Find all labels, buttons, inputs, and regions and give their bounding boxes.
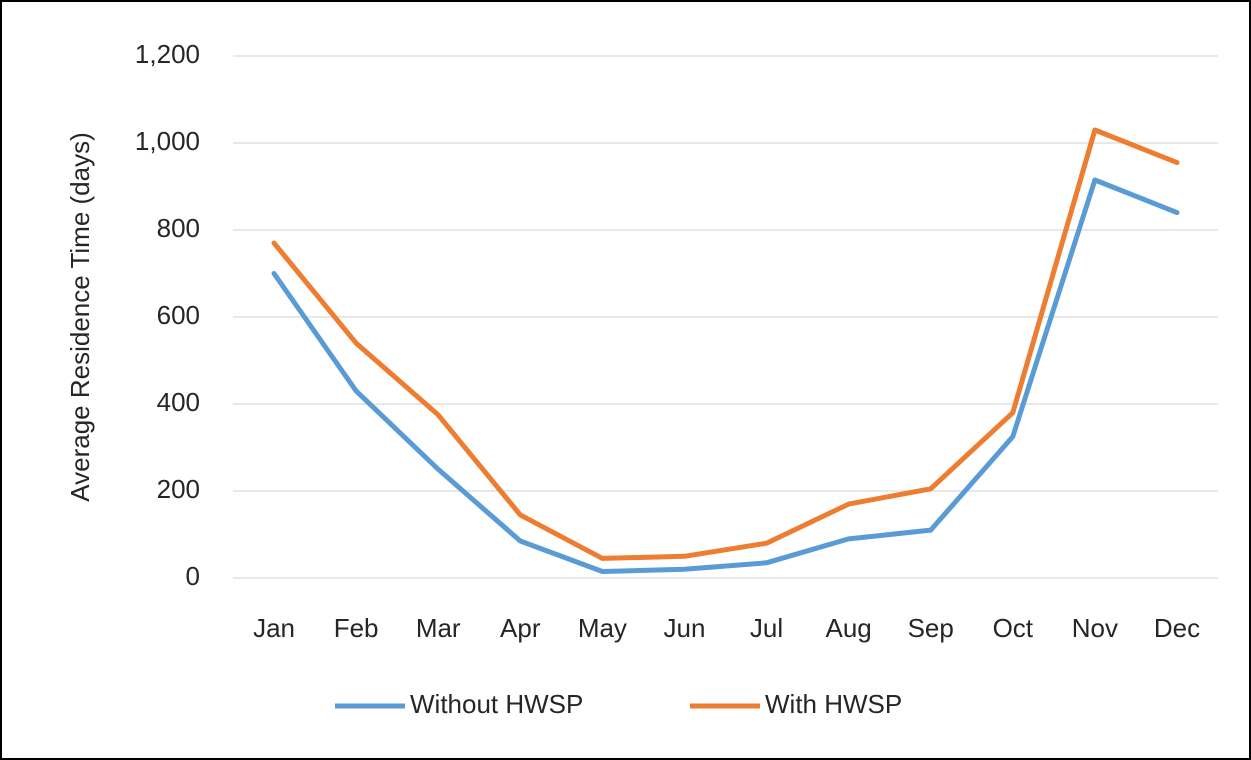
legend-label: With HWSP	[765, 689, 902, 719]
x-tick-label: Apr	[500, 613, 541, 643]
y-tick-label: 600	[157, 300, 200, 330]
legend-label: Without HWSP	[410, 689, 583, 719]
x-tick-label: Sep	[908, 613, 954, 643]
y-tick-label: 400	[157, 387, 200, 417]
y-tick-label: 1,200	[135, 39, 200, 69]
y-tick-label: 200	[157, 474, 200, 504]
y-tick-label: 1,000	[135, 126, 200, 156]
x-tick-label: Oct	[993, 613, 1034, 643]
data-line	[271, 177, 1180, 574]
y-axis-label: Average Residence Time (days)	[65, 132, 95, 501]
x-tick-label: Jun	[663, 613, 705, 643]
x-tick-label: Jul	[750, 613, 783, 643]
x-tick-label: Feb	[334, 613, 379, 643]
x-tick-label: Aug	[825, 613, 871, 643]
x-tick-label: Dec	[1154, 613, 1200, 643]
x-tick-label: Jan	[253, 613, 295, 643]
x-tick-label: Mar	[416, 613, 461, 643]
y-tick-label: 800	[157, 213, 200, 243]
y-tick-label: 0	[186, 561, 200, 591]
data-line	[271, 127, 1180, 561]
x-tick-label: Nov	[1072, 613, 1118, 643]
x-tick-label: May	[578, 613, 627, 643]
